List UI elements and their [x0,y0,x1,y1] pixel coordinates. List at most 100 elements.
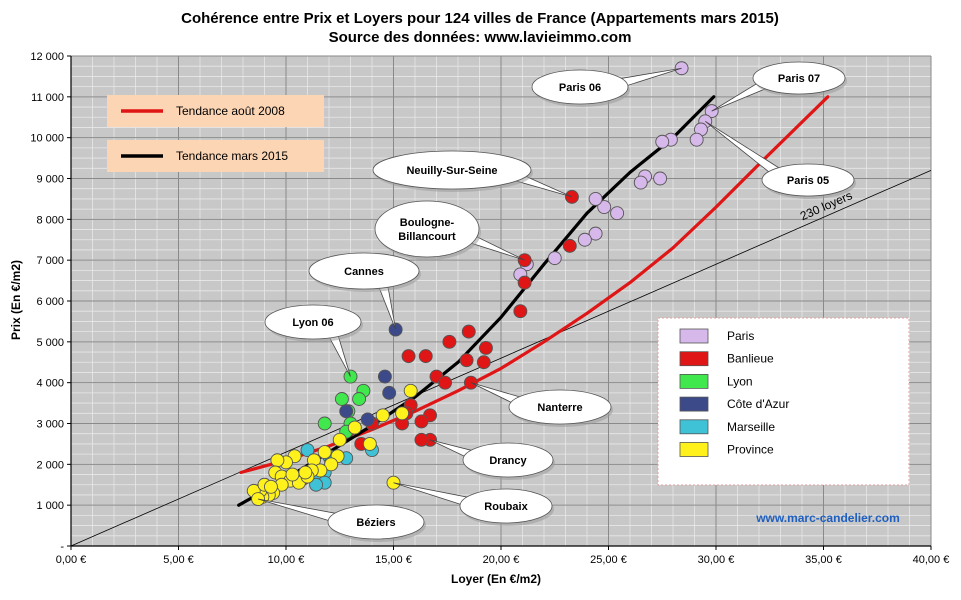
callout-bubble [531,69,629,105]
x-tick-label: 40,00 € [913,554,950,566]
y-tick-label: 8 000 [36,214,64,226]
x-tick-labels: 0,00 € 5,00 € 10,00 € 15,00 € 20,00 € 25,00 €… [56,546,950,566]
series-legend-label: Marseille [727,420,775,434]
callout-label: Paris 07 [778,73,820,85]
series-legend-label: Banlieue [727,352,774,366]
point-banlieue [562,238,577,253]
series-legend-swatch [679,373,709,389]
series-legend: Paris Banlieue Lyon Côte d'Azur Marseille Pro… [657,317,910,486]
callout-label: Lyon 06 [292,317,333,329]
series-legend-entry: Province [679,442,774,457]
series-legend-label: Province [727,443,774,457]
point-c-te-d-azur [382,385,397,400]
point-province [285,467,300,482]
x-tick-label: 30,00 € [698,554,735,566]
callout-bubble [761,163,855,197]
point-paris [577,232,592,247]
y-axis-label: Prix (En €/m2) [9,260,23,340]
point-province [403,383,418,398]
callout-label: Neuilly-Sur-Seine [406,165,497,177]
y-tick-label: 1 000 [36,500,64,512]
point-banlieue [513,304,528,319]
series-legend-entry: Côte d'Azur [679,396,789,412]
callout-bubble [374,200,480,258]
callout-bubble [752,61,846,95]
callout-bubble [508,389,612,425]
point-paris [689,132,704,147]
point-marseille [309,477,324,492]
data-points [246,61,719,506]
callouts: Paris 06 Paris 07 Paris 05 Neuilly-Sur-Sein… [257,61,856,542]
callout-nanterre: Nanterre [470,382,613,427]
trend-legend-entry: Tendance mars 2015 [107,140,324,172]
point-paris [610,206,625,221]
point-c-te-d-azur [339,404,354,419]
callout-bubble [462,442,554,478]
point-banlieue [414,414,429,429]
callout-label: Paris 05 [787,175,829,187]
trend-legend-entry: Tendance août 2008 [107,95,324,127]
point-lyon [317,416,332,431]
callout-bubble [372,150,532,190]
point-lyon [352,392,367,406]
y-tick-label: 11 000 [31,92,64,104]
point-banlieue [438,375,453,390]
point-banlieue [479,341,493,355]
trend-legend: Tendance août 2008 Tendance mars 2015 [107,95,324,172]
point-province [270,453,285,468]
callout-roubaix: Roubaix [393,482,554,526]
point-c-te-d-azur [360,412,375,427]
point-province [362,436,377,451]
point-banlieue [517,275,532,290]
series-legend-swatch [679,442,709,457]
point-marseille [300,443,315,457]
point-province [395,406,410,421]
x-tick-label: 20,00 € [483,554,520,566]
y-tick-label: 5 000 [36,337,64,349]
point-banlieue [461,324,476,339]
y-tick-labels: - 1 000 2 000 3 000 4 000 5 000 6 000 7 000 8 00… [30,51,71,553]
y-tick-label: 2 000 [36,459,64,471]
y-tick-label: 12 000 [30,51,64,63]
callout-cannes: Cannes [308,252,421,330]
series-legend-entry: Lyon [679,373,753,389]
x-tick-label: 15,00 € [375,554,412,566]
callout-label: Billancourt [398,231,456,243]
y-tick-label: - [60,541,64,553]
point-province [317,445,332,460]
credit-text: www.marc-candelier.com [755,511,900,525]
callout-label: Béziers [356,517,395,529]
callout-bubble [264,304,362,340]
y-tick-label: 10 000 [30,133,64,145]
callout-boulogne-billancourt: Boulogne- Billancourt [374,200,525,261]
callout-label: Drancy [489,455,527,467]
y-tick-label: 9 000 [36,174,64,186]
callout-lyon: Lyon 06 [264,304,363,377]
series-legend-entry: Paris [679,328,754,344]
series-legend-entry: Banlieue [679,351,774,367]
chart-title: Cohérence entre Prix et Loyers pour 124 … [181,10,779,27]
x-tick-label: 25,00 € [590,554,627,566]
point-province [347,420,362,435]
series-legend-swatch [679,351,709,367]
point-lyon [334,392,349,406]
callout-paris: Paris 07 [711,61,847,112]
point-banlieue [442,334,457,349]
trend-legend-label: Tendance mars 2015 [176,149,288,163]
point-province [375,408,390,423]
point-province [332,432,347,447]
point-banlieue [418,349,433,364]
point-banlieue [459,353,474,368]
series-legend-label: Paris [727,329,754,343]
series-legend-label: Lyon [727,374,753,388]
point-paris [653,171,668,186]
chart-subtitle: Source des données: www.lavieimmo.com [329,29,632,46]
callout-label: Nanterre [537,402,582,414]
x-tick-label: 35,00 € [805,554,842,566]
point-paris [588,226,603,241]
callout-label: Boulogne- [400,217,455,229]
callout-béziers: Béziers [257,498,426,542]
point-paris [547,251,562,266]
y-tick-label: 3 000 [36,419,64,431]
